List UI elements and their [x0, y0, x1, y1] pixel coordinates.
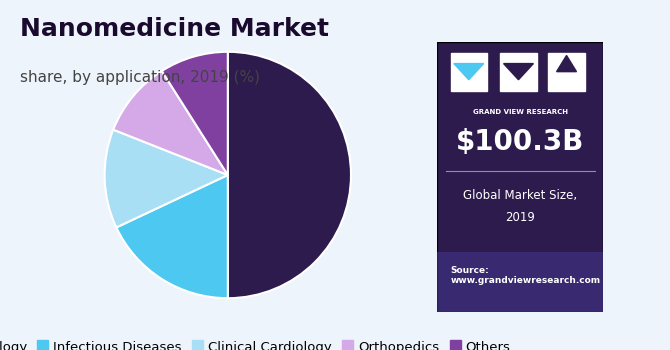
Wedge shape	[228, 52, 351, 298]
Text: $100.3B: $100.3B	[456, 128, 584, 156]
Text: Source:
www.grandviewresearch.com: Source: www.grandviewresearch.com	[450, 266, 601, 285]
Text: 2019: 2019	[505, 211, 535, 224]
Polygon shape	[454, 64, 484, 80]
Legend: Clinical Oncology, Infectious Diseases, Clinical Cardiology, Orthopedics, Others: Clinical Oncology, Infectious Diseases, …	[0, 336, 516, 350]
FancyArrow shape	[557, 56, 576, 72]
Bar	[548, 53, 585, 91]
Wedge shape	[105, 130, 228, 228]
Bar	[438, 252, 603, 312]
Bar	[500, 53, 537, 91]
Text: GRAND VIEW RESEARCH: GRAND VIEW RESEARCH	[472, 109, 567, 116]
Text: share, by application, 2019 (%): share, by application, 2019 (%)	[20, 70, 260, 85]
Bar	[450, 53, 487, 91]
Text: Nanomedicine Market: Nanomedicine Market	[20, 18, 329, 42]
Polygon shape	[504, 64, 533, 80]
Wedge shape	[117, 175, 228, 298]
FancyBboxPatch shape	[438, 42, 603, 312]
Text: Global Market Size,: Global Market Size,	[463, 189, 577, 202]
Wedge shape	[161, 52, 228, 175]
Wedge shape	[113, 71, 228, 175]
